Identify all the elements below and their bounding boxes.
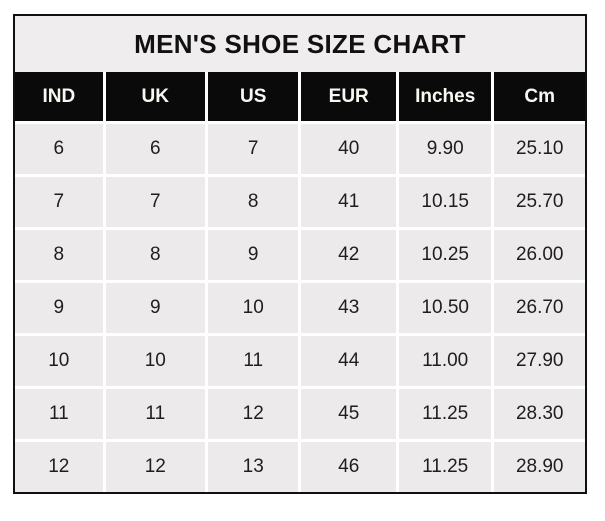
table-cell: 42 <box>301 230 396 280</box>
header-cell-ind: IND <box>15 72 103 121</box>
header-cell-inches: Inches <box>398 72 492 121</box>
table-cell: 11.25 <box>398 442 492 492</box>
table-cell: 9 <box>207 230 299 280</box>
table-cell: 8 <box>105 230 205 280</box>
table-cell: 12 <box>207 389 299 439</box>
table-cell: 9 <box>105 283 205 333</box>
table-cell: 10.15 <box>398 177 492 227</box>
table-cell: 10 <box>207 283 299 333</box>
table-cell: 12 <box>15 442 103 492</box>
header-cell-cm: Cm <box>494 72 585 121</box>
table-cell: 25.10 <box>494 124 585 174</box>
table-cell: 40 <box>301 124 396 174</box>
table-cell: 11 <box>207 336 299 386</box>
table-cell: 28.90 <box>494 442 585 492</box>
table-cell: 10.50 <box>398 283 492 333</box>
header-cell-eur: EUR <box>301 72 396 121</box>
table-cell: 11.00 <box>398 336 492 386</box>
table-cell: 8 <box>207 177 299 227</box>
table-cell: 10 <box>105 336 205 386</box>
table-cell: 11 <box>15 389 103 439</box>
table-cell: 6 <box>15 124 103 174</box>
table-cell: 10.25 <box>398 230 492 280</box>
table-cell: 12 <box>105 442 205 492</box>
table-cell: 9.90 <box>398 124 492 174</box>
table-cell: 26.00 <box>494 230 585 280</box>
table-cell: 46 <box>301 442 396 492</box>
table-cell: 11 <box>105 389 205 439</box>
header-cell-uk: UK <box>105 72 205 121</box>
table-cell: 26.70 <box>494 283 585 333</box>
size-table: IND UK US EUR Inches Cm 6 6 7 40 9.90 25.10 7 7 8 41 10.… <box>15 72 585 492</box>
table-cell: 7 <box>15 177 103 227</box>
table-cell: 7 <box>207 124 299 174</box>
table-cell: 13 <box>207 442 299 492</box>
table-cell: 45 <box>301 389 396 439</box>
table-cell: 43 <box>301 283 396 333</box>
table-cell: 11.25 <box>398 389 492 439</box>
table-cell: 41 <box>301 177 396 227</box>
table-cell: 9 <box>15 283 103 333</box>
table-cell: 6 <box>105 124 205 174</box>
table-cell: 25.70 <box>494 177 585 227</box>
table-cell: 44 <box>301 336 396 386</box>
table-cell: 8 <box>15 230 103 280</box>
table-cell: 7 <box>105 177 205 227</box>
chart-title: MEN'S SHOE SIZE CHART <box>15 16 585 72</box>
shoe-size-chart: MEN'S SHOE SIZE CHART IND UK US EUR Inches Cm… <box>13 14 587 494</box>
table-cell: 28.30 <box>494 389 585 439</box>
table-cell: 27.90 <box>494 336 585 386</box>
header-cell-us: US <box>207 72 299 121</box>
table-cell: 10 <box>15 336 103 386</box>
